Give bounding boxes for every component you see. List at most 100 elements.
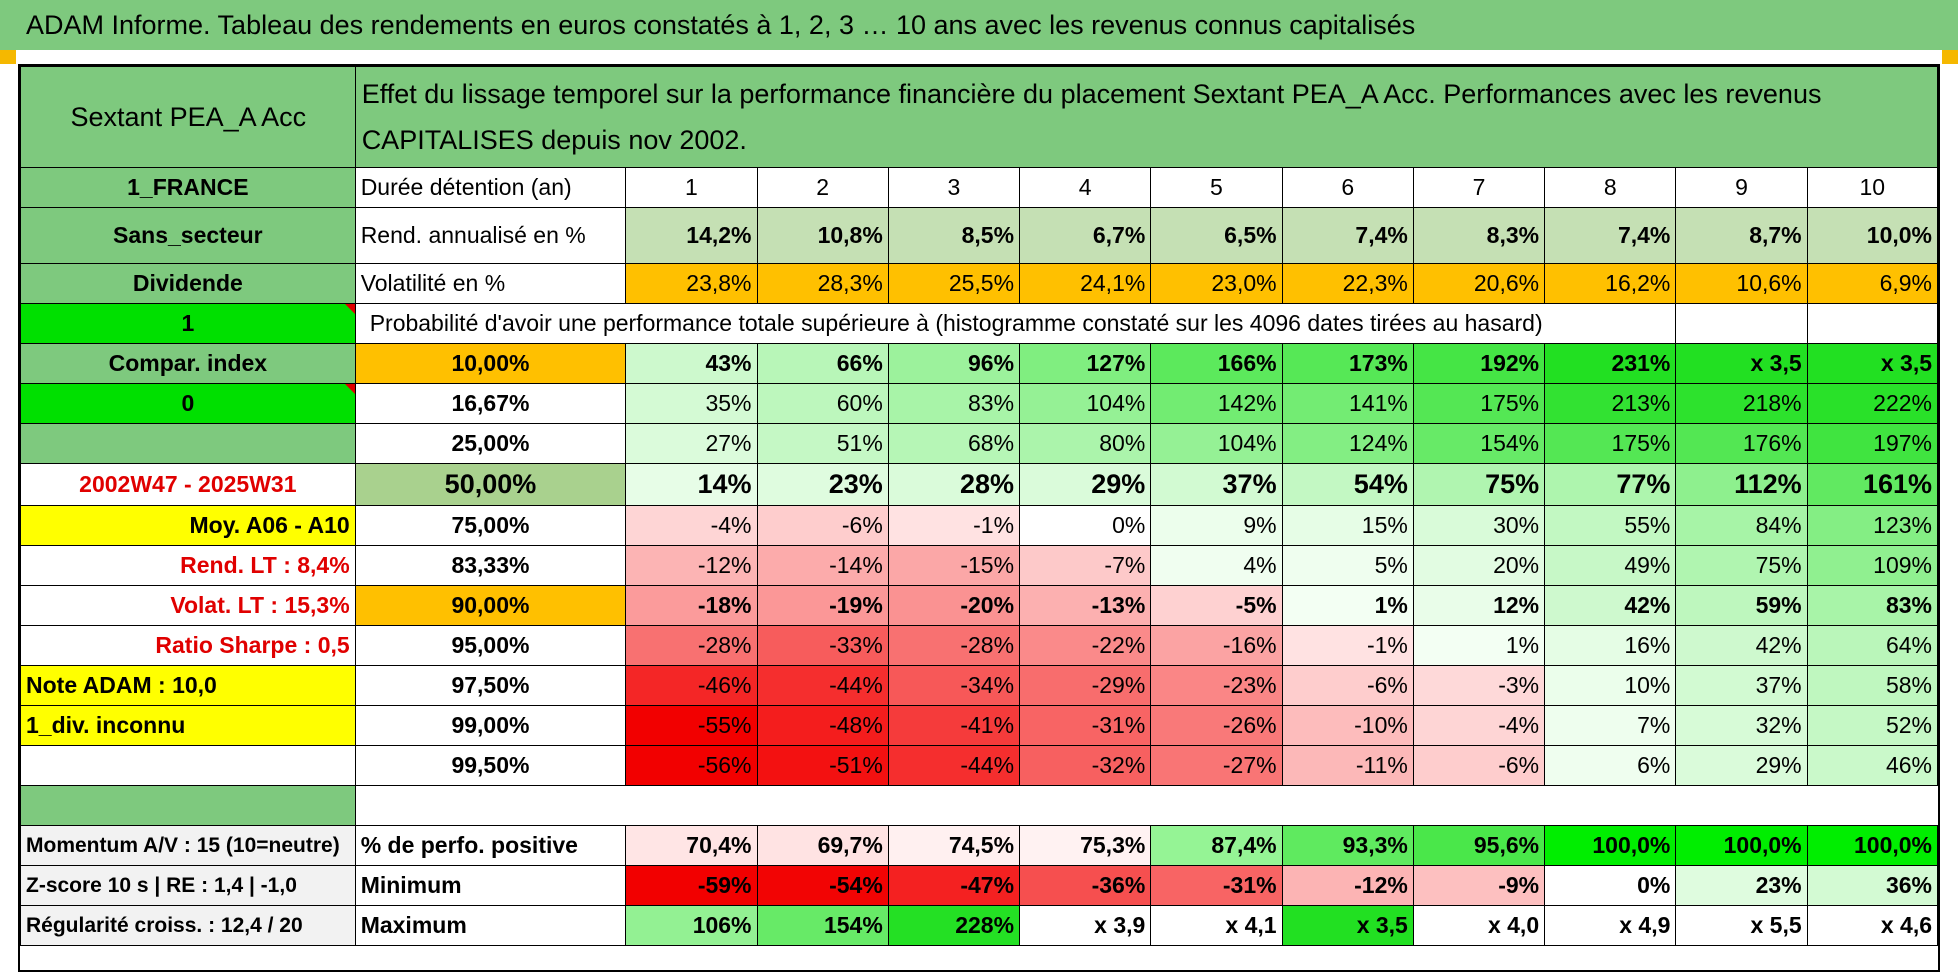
probability-cell: -14% [756, 545, 889, 586]
volatility-cell: 16,2% [1544, 263, 1677, 304]
table-row: 2002W47 - 2025W31 50,00% 14% 23% 28% 29% 37% 54… [20, 463, 1939, 506]
table-description: Effet du lissage temporel sur la perform… [354, 66, 1939, 168]
annualized-return-cell: 8,5% [887, 207, 1021, 264]
volatility-cell: 6,9% [1806, 263, 1939, 304]
probability-cell: 35% [625, 383, 758, 424]
probability-cell: 1% [1412, 625, 1546, 666]
probability-cell: 46% [1806, 745, 1939, 786]
probability-cell: 23% [756, 463, 889, 506]
fund-country: 1_FRANCE [20, 167, 356, 208]
probability-cell: -20% [887, 585, 1021, 626]
volatility-cell: 10,6% [1675, 263, 1808, 304]
probability-cell: -55% [625, 705, 758, 746]
zscore-indicator: Z-score 10 s | RE : 1,4 | -1,0 [20, 865, 356, 906]
table-row: 1_FRANCE Durée détention (an) 1 2 3 4 5 6 7 8 9 10 [20, 167, 1939, 208]
perfo_positive-cell: 75,3% [1019, 825, 1152, 866]
banner-left-marker [0, 50, 16, 64]
annualized-return-cell: 8,3% [1412, 207, 1546, 264]
minimum-cell: 0% [1544, 865, 1677, 906]
probability-cell: 112% [1675, 463, 1808, 506]
maximum-cell: x 5,5 [1675, 905, 1808, 946]
probability-level: 10,00% [354, 343, 627, 384]
probability-cell: 83% [887, 383, 1021, 424]
probability-cell: -6% [756, 505, 889, 546]
probability-cell: x 3,5 [1675, 343, 1808, 384]
probability-cell: 154% [1412, 423, 1546, 464]
annualized-return-cell: 10,0% [1806, 207, 1939, 264]
probability-cell: 12% [1412, 585, 1546, 626]
duration-label: Durée détention (an) [354, 167, 627, 208]
annualized-return-label: Rend. annualisé en % [354, 207, 627, 264]
table-row: Dividende Volatilité en % 23,8% 28,3% 25,5% 2… [20, 263, 1939, 304]
probability-cell: 173% [1281, 343, 1414, 384]
probability-level: 16,67% [354, 383, 627, 424]
volatility-cell: 23,8% [625, 263, 758, 304]
spacer-green [20, 785, 356, 826]
probability-cell: 20% [1412, 545, 1546, 586]
report-banner: ADAM Informe. Tableau des rendements en … [0, 0, 1958, 50]
fund-name: Sextant PEA_A Acc [20, 66, 356, 168]
duration-year: 7 [1412, 167, 1546, 208]
probability-cell: -28% [625, 625, 758, 666]
probability-cell: -1% [887, 505, 1021, 546]
minimum-label: Minimum [354, 865, 627, 906]
minimum-cell: 23% [1675, 865, 1808, 906]
perfo_positive-cell: 93,3% [1281, 825, 1414, 866]
duration-year: 4 [1019, 167, 1152, 208]
probability-cell: 42% [1675, 625, 1808, 666]
probability-cell: -3% [1412, 665, 1546, 706]
probability-cell: -18% [625, 585, 758, 626]
probability-cell: 197% [1806, 423, 1939, 464]
probability-cell: -19% [756, 585, 889, 626]
probability-cell: 64% [1806, 625, 1939, 666]
volatility-cell: 20,6% [1412, 263, 1546, 304]
probability-cell: 66% [756, 343, 889, 384]
probability-cell: 166% [1150, 343, 1283, 384]
annualized-return-cell: 6,5% [1150, 207, 1283, 264]
maximum-cell: x 4,6 [1806, 905, 1939, 946]
probability-cell: -28% [887, 625, 1021, 666]
adam-score: Note ADAM : 10,0 [20, 665, 356, 706]
dividend-label: Dividende [20, 263, 356, 304]
probability-cell: 43% [625, 343, 758, 384]
probability-level: 75,00% [354, 505, 627, 546]
probability-cell: 58% [1806, 665, 1939, 706]
annualized-return-cell: 10,8% [756, 207, 889, 264]
table-row: 1_div. inconnu 99,00% -55% -48% -41% -31% -26%… [20, 705, 1939, 746]
probability-cell: -56% [625, 745, 758, 786]
maximum-cell: 106% [625, 905, 758, 946]
probability-cell: 123% [1806, 505, 1939, 546]
probability-cell: -4% [1412, 705, 1546, 746]
minimum-cell: -47% [887, 865, 1021, 906]
period-range: 2002W47 - 2025W31 [20, 463, 356, 506]
table-row [20, 785, 1938, 826]
duration-year: 10 [1806, 167, 1939, 208]
empty-green-cell [20, 423, 356, 464]
maximum-cell: x 4,1 [1150, 905, 1283, 946]
empty-cell [1806, 303, 1939, 344]
perfo_positive-label: % de perfo. positive [354, 825, 627, 866]
volatility-label: Volatilité en % [354, 263, 627, 304]
probability-cell: -23% [1150, 665, 1283, 706]
probability-cell: 104% [1019, 383, 1152, 424]
probability-cell: 29% [1019, 463, 1152, 506]
spacer-cell [355, 785, 1938, 826]
duration-year: 9 [1675, 167, 1808, 208]
probability-cell: 49% [1544, 545, 1677, 586]
sharpe-ratio: Ratio Sharpe : 0,5 [20, 625, 356, 666]
probability-cell: 59% [1675, 585, 1808, 626]
probability-cell: 75% [1412, 463, 1546, 506]
volatility-cell: 28,3% [756, 263, 889, 304]
probability-cell: 142% [1150, 383, 1283, 424]
probability-cell: 77% [1544, 463, 1677, 506]
probability-cell: 5% [1281, 545, 1414, 586]
probability-cell: -22% [1019, 625, 1152, 666]
probability-cell: 37% [1150, 463, 1283, 506]
probability-cell: -51% [756, 745, 889, 786]
maximum-cell: 228% [887, 905, 1021, 946]
probability-cell: -26% [1150, 705, 1283, 746]
momentum-indicator: Momentum A/V : 15 (10=neutre) [20, 825, 356, 866]
minimum-cell: -31% [1150, 865, 1283, 906]
probability-cell: 28% [887, 463, 1021, 506]
probability-cell: 7% [1544, 705, 1677, 746]
